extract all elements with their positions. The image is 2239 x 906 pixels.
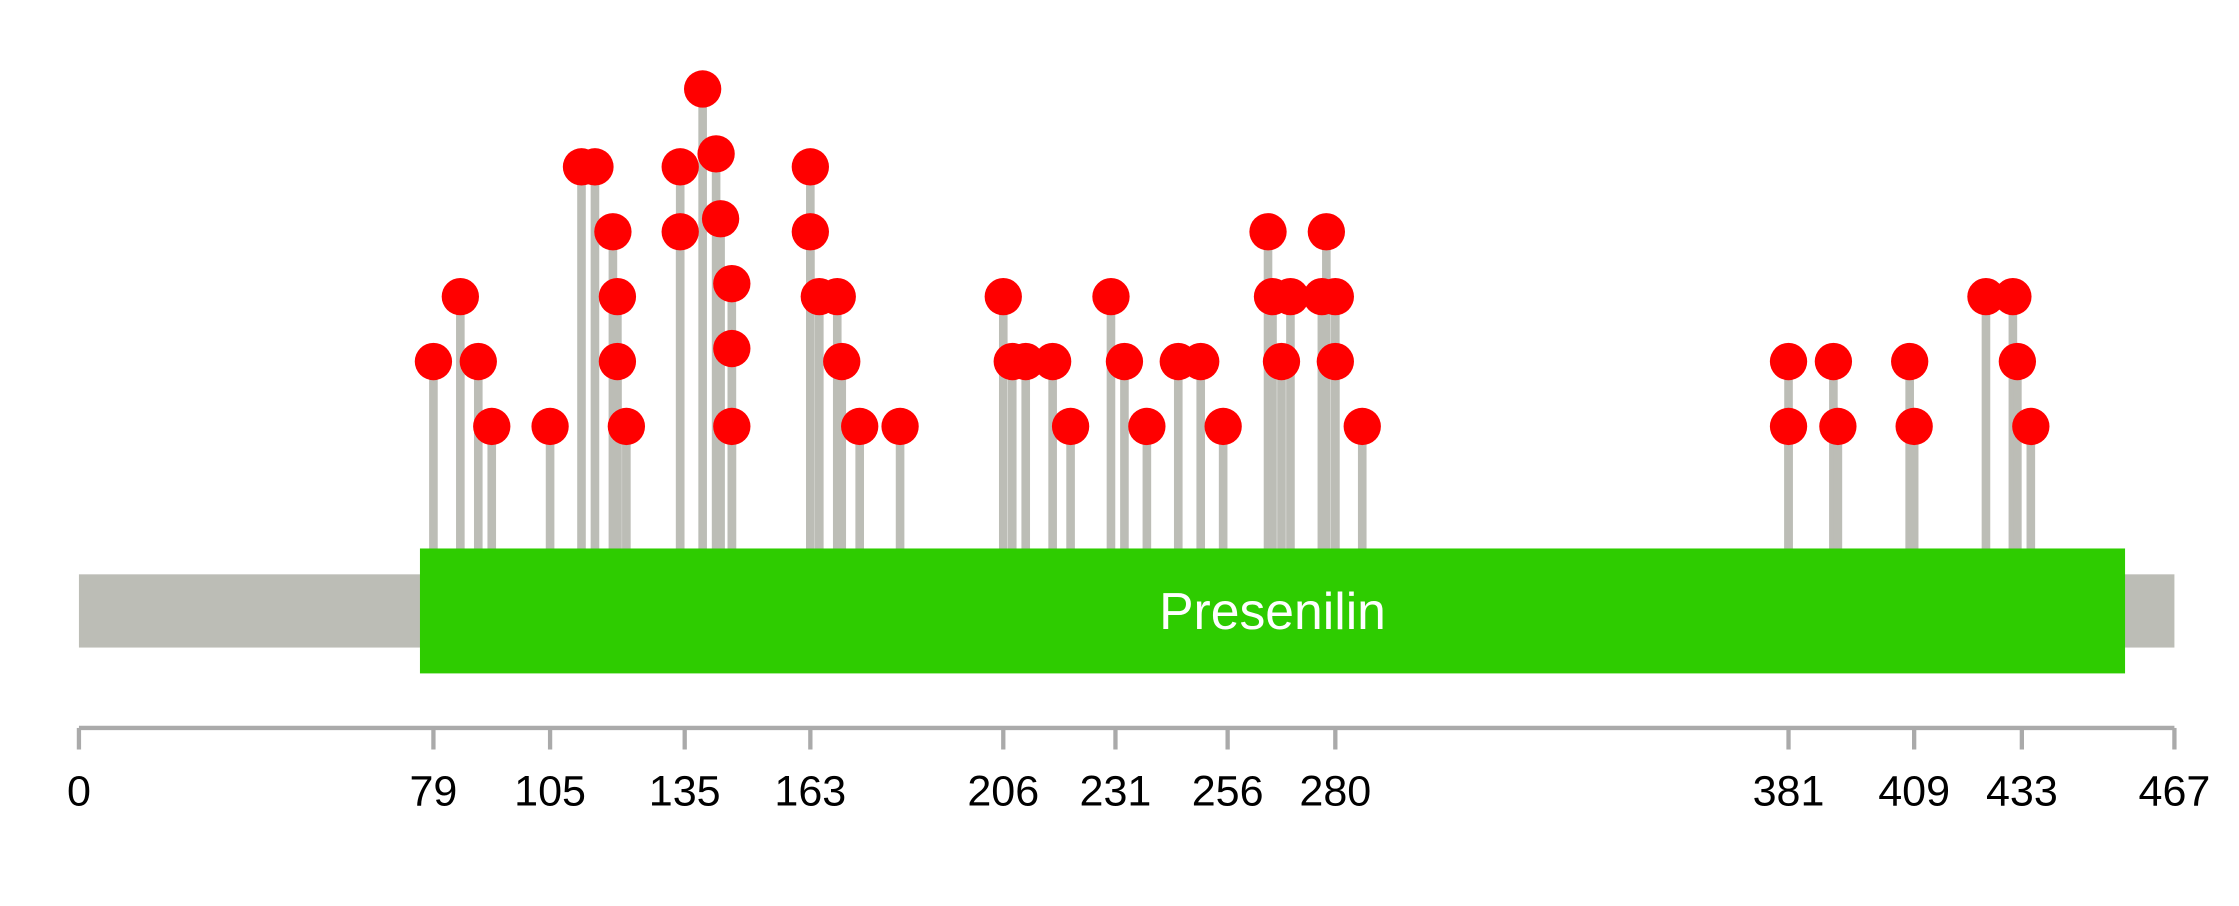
x-tick-label: 231 (1080, 767, 1152, 815)
x-tick-label: 0 (67, 767, 91, 815)
mutation-marker (2012, 407, 2050, 446)
mutation-marker (818, 277, 856, 316)
mutation-marker (1249, 213, 1287, 251)
mutation-markers (414, 70, 2050, 446)
mutation-marker (1271, 277, 1310, 316)
mutation-marker (459, 342, 497, 381)
mutation-marker (661, 213, 699, 251)
x-tick-label: 256 (1192, 767, 1264, 815)
x-tick-label: 381 (1753, 767, 1825, 815)
mutation-marker (823, 342, 861, 381)
x-tick-label: 135 (649, 767, 721, 815)
mutation-marker (1105, 342, 1144, 381)
mutation-marker (881, 407, 919, 446)
mutation-marker (701, 200, 740, 238)
mutation-marker (1891, 342, 1929, 381)
x-tick-label: 409 (1878, 767, 1950, 815)
mutation-marker (1262, 342, 1301, 381)
mutation-marker (1769, 342, 1808, 381)
mutation-marker (713, 329, 751, 368)
mutation-marker (791, 148, 829, 186)
mutation-marker (661, 148, 699, 186)
mutation-marker (598, 277, 637, 316)
mutation-marker (1994, 277, 2032, 316)
mutation-marker (791, 213, 829, 251)
mutation-marker (984, 277, 1022, 316)
mutation-marker (598, 342, 637, 381)
x-tick-label: 79 (409, 767, 457, 815)
x-tick-label: 206 (967, 767, 1039, 815)
mutation-marker (1092, 277, 1130, 316)
mutation-marker (1307, 213, 1346, 251)
mutation-marker (1343, 407, 1381, 446)
mutation-marker (841, 407, 879, 446)
mutation-marker (1204, 407, 1242, 446)
mutation-marker (1033, 342, 1072, 381)
x-tick-label: 467 (2139, 767, 2211, 815)
mutation-marker (1769, 407, 1808, 446)
mutation-marker (1182, 342, 1220, 381)
mutation-marker (1007, 342, 1045, 381)
mutation-marker (1128, 407, 1166, 446)
domain-label: Presenilin (1159, 582, 1386, 640)
mutation-marker (1967, 277, 2005, 316)
domain-presenilin (419, 548, 2126, 674)
mutation-marker (531, 407, 569, 446)
mutation-marker (441, 277, 480, 316)
mutation-marker (414, 342, 453, 381)
mutation-marker (576, 148, 614, 186)
domains: Presenilin (419, 548, 2126, 674)
x-tick-label: 163 (774, 767, 846, 815)
mutation-marker (1316, 277, 1354, 316)
mutation-marker (713, 264, 751, 303)
mutation-marker (1814, 342, 1853, 381)
x-tick-label: 280 (1299, 767, 1371, 815)
mutation-marker (1316, 342, 1354, 381)
mutation-marker (1819, 407, 1857, 446)
mutation-marker (473, 407, 511, 446)
x-tick-label: 433 (1986, 767, 2058, 815)
mutation-marker (594, 213, 632, 251)
mutation-marker (697, 135, 735, 173)
mutation-marker (683, 70, 722, 108)
mutation-marker (607, 407, 646, 446)
mutation-marker (713, 407, 751, 446)
mutation-marker (1998, 342, 2037, 381)
x-axis: 0 79 105 135 163 206 231 256 280 381 409 433 467 (67, 725, 2211, 815)
mutation-marker (1895, 407, 1933, 446)
x-tick-label: 105 (514, 767, 586, 815)
mutation-marker (1051, 407, 1090, 446)
